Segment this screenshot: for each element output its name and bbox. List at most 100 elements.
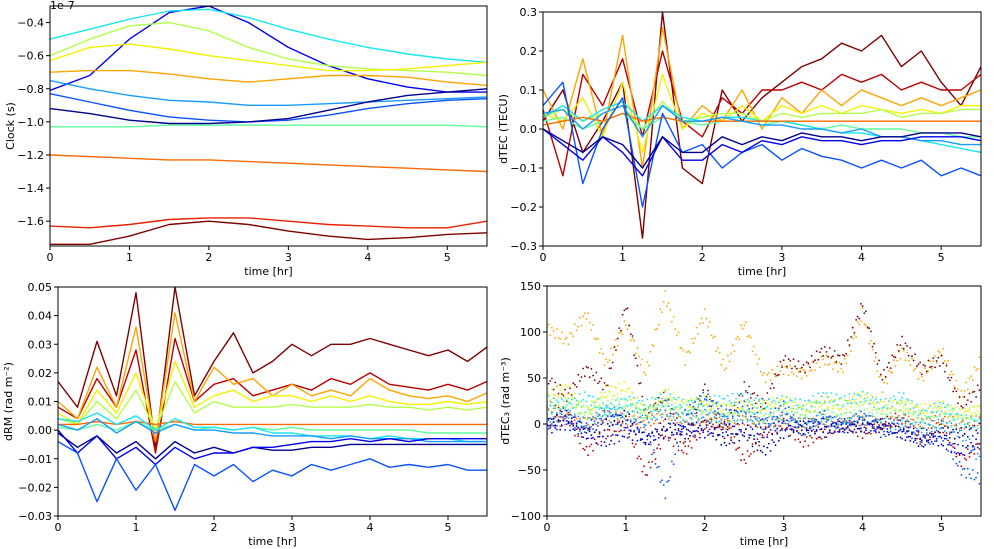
data-point-series-8: [802, 417, 805, 420]
data-point-series-0: [907, 359, 910, 362]
data-point-series-7: [832, 400, 834, 403]
data-point-series-4: [646, 409, 649, 411]
data-point-series-7: [853, 392, 856, 395]
data-point-series-5: [893, 409, 895, 412]
data-point-series-0: [881, 391, 884, 393]
data-point-series-8: [682, 419, 685, 422]
data-point-series-5: [927, 406, 930, 409]
data-point-series-11: [633, 421, 635, 424]
data-point-series-9: [672, 463, 675, 466]
data-point-series-4: [754, 407, 757, 409]
data-point-series-1: [876, 363, 879, 365]
data-point-series-6: [623, 414, 626, 416]
data-point-series-0: [971, 379, 974, 381]
data-point-series-9: [777, 407, 780, 410]
data-point-series-2: [975, 443, 977, 446]
data-point-series-3: [587, 423, 589, 426]
x-tick-label: 0: [540, 251, 547, 264]
data-point-series-2: [567, 411, 570, 414]
data-point-series-1: [597, 382, 599, 385]
data-point-series-4: [782, 405, 785, 408]
y-tick-label: −0.2: [510, 201, 537, 214]
data-point-series-1: [575, 386, 578, 388]
data-point-series-3: [830, 416, 833, 418]
data-point-series-3: [883, 427, 885, 429]
data-point-series-11: [708, 422, 711, 425]
data-point-series-10: [851, 430, 854, 433]
data-point-series-3: [662, 419, 665, 422]
data-point-series-5: [878, 402, 880, 405]
data-point-series-9: [935, 429, 938, 432]
data-point-series-7: [850, 401, 852, 404]
data-point-series-4: [819, 406, 821, 408]
data-point-series-1: [893, 355, 895, 358]
data-point-series-2: [610, 435, 612, 437]
data-point-series-7: [807, 399, 810, 401]
series-line-7: [50, 88, 487, 125]
data-point-series-4: [934, 405, 936, 408]
data-point-series-9: [953, 451, 956, 454]
data-point-series-3: [685, 421, 688, 423]
data-point-series-7: [768, 398, 770, 401]
data-point-series-1: [641, 395, 644, 398]
data-point-series-8: [631, 410, 634, 412]
data-point-series-0: [657, 323, 660, 326]
data-point-series-3: [552, 416, 555, 418]
data-point-series-11: [740, 429, 742, 431]
data-point-series-11: [968, 428, 971, 431]
data-point-series-1: [656, 408, 658, 411]
data-point-series-5: [583, 414, 586, 416]
data-point-series-10: [884, 424, 887, 427]
data-point-series-11: [644, 443, 647, 446]
data-point-series-0: [853, 334, 856, 336]
data-point-series-4: [791, 407, 793, 410]
data-point-series-11: [557, 419, 560, 421]
data-point-series-6: [565, 404, 568, 406]
data-point-series-1: [865, 310, 867, 313]
data-point-series-10: [922, 434, 925, 436]
data-point-series-1: [554, 381, 557, 384]
data-point-series-2: [830, 432, 833, 435]
data-point-series-4: [835, 403, 838, 406]
data-point-series-1: [925, 370, 928, 373]
data-point-series-11: [861, 422, 864, 424]
data-point-series-7: [952, 407, 954, 410]
series-line-8: [58, 418, 487, 443]
data-point-series-8: [564, 409, 566, 411]
data-point-series-4: [720, 411, 723, 414]
data-point-series-6: [845, 412, 848, 414]
data-point-series-6: [597, 412, 599, 414]
data-point-series-1: [957, 402, 959, 405]
data-point-series-5: [817, 411, 820, 414]
data-point-series-4: [687, 406, 690, 408]
data-point-series-7: [911, 400, 913, 402]
data-point-series-8: [648, 421, 650, 423]
data-point-series-8: [914, 421, 917, 424]
data-point-series-8: [893, 419, 895, 422]
data-point-series-10: [902, 428, 905, 430]
data-point-series-6: [583, 411, 586, 414]
data-point-series-6: [868, 411, 871, 414]
data-point-series-5: [667, 402, 670, 405]
data-point-series-4: [886, 409, 889, 411]
series-line-11: [50, 220, 487, 245]
data-point-series-1: [710, 405, 713, 408]
data-point-series-2: [962, 453, 964, 456]
data-point-series-10: [963, 454, 966, 456]
data-point-series-0: [776, 365, 779, 368]
data-point-series-9: [889, 430, 892, 433]
data-point-series-2: [953, 442, 956, 445]
data-point-series-6: [593, 406, 596, 409]
data-point-series-10: [677, 429, 680, 432]
data-point-series-4: [682, 402, 685, 405]
data-point-series-4: [651, 406, 654, 409]
data-point-series-4: [870, 394, 872, 396]
data-point-series-4: [881, 410, 884, 412]
data-point-series-4: [825, 395, 828, 398]
data-point-series-11: [746, 439, 749, 442]
data-point-series-1: [748, 385, 751, 388]
data-point-series-3: [560, 416, 563, 418]
data-point-series-8: [703, 408, 706, 411]
data-point-series-6: [932, 424, 935, 427]
data-point-series-3: [853, 414, 856, 417]
